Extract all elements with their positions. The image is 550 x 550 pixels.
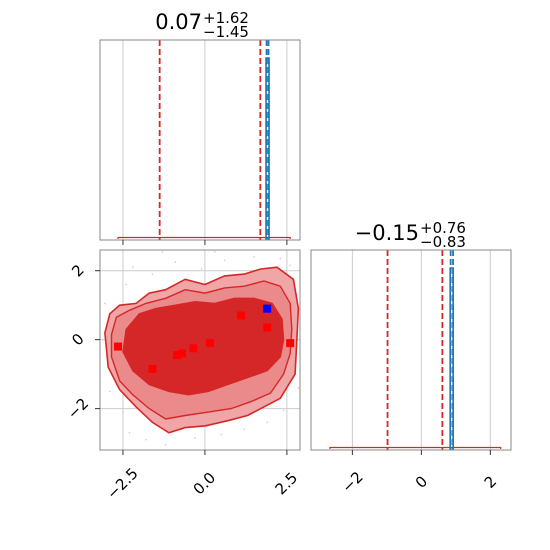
joint-y-tick-label: −2 [64, 394, 92, 422]
marginal-x-gridlines [122, 40, 288, 240]
marginal-y-posterior-hist [329, 446, 502, 449]
marginal-y-marks [329, 250, 502, 450]
marginal-x-posterior-hist [117, 236, 291, 239]
joint-panel: −2.5 0.0 2.5 −2 0 2 [64, 249, 302, 503]
joint-sample-point [145, 438, 147, 441]
joint-sample-point [282, 409, 285, 412]
joint-y-tick-label: 2 [68, 261, 87, 280]
joint-highlight-marker [263, 304, 272, 313]
joint-marker [263, 323, 272, 332]
joint-sample-point [151, 273, 154, 276]
marginal-x-title-lower: −1.45 [203, 23, 249, 41]
joint-y-tick-label: 0 [68, 330, 87, 349]
joint-marker [286, 339, 295, 348]
joint-sample-point [164, 443, 167, 446]
joint-sample-point [200, 268, 203, 270]
joint-marker [189, 344, 198, 353]
joint-sample-point [279, 257, 282, 260]
joint-x-tick-label: 2.5 [272, 469, 302, 499]
marginal-x-marks [117, 40, 291, 240]
marginal-y-tick-label: −2 [338, 468, 366, 496]
marginal-y-gridlines [351, 250, 491, 450]
joint-sample-point [108, 390, 111, 393]
joint-sample-point [213, 250, 216, 253]
joint-marker [177, 349, 186, 358]
joint-marker [173, 351, 182, 360]
joint-contour-inner [122, 297, 285, 396]
joint-sample-point [125, 283, 128, 286]
joint-marker [236, 311, 245, 320]
joint-sample-point [128, 431, 131, 434]
joint-sample-point [131, 266, 134, 269]
marginal-x-spike-hist [265, 57, 270, 240]
marginal-x-title-value: 0.07 [155, 10, 202, 34]
joint-sample-point [253, 255, 255, 258]
marginal-y-title-value: −0.15 [355, 221, 419, 245]
joint-x-tick-label: −2.5 [103, 464, 141, 502]
joint-sample-point [161, 250, 164, 253]
marginal-y-title-lower: −0.83 [420, 233, 466, 251]
joint-sample-point [223, 259, 226, 262]
joint-contours [104, 266, 300, 434]
marginal-y-ticks: −2 0 2 [338, 450, 500, 496]
marginal-y-title: −0.15 [355, 221, 419, 245]
marginal-x-ticks [122, 240, 288, 245]
marginal-x-panel: 0.07 +1.62 −1.45 [99, 9, 301, 245]
joint-sample-point [194, 437, 196, 439]
joint-sample-point [122, 411, 124, 413]
joint-sample-point [243, 428, 246, 431]
marginal-x-title: 0.07 [155, 10, 202, 34]
marginal-y-tick-label: 2 [481, 472, 500, 491]
joint-sample-point [220, 433, 223, 436]
joint-points [114, 304, 295, 373]
marginal-y-tick-label: 0 [412, 472, 431, 491]
joint-sample-point [104, 302, 106, 305]
joint-sample-point [174, 261, 177, 263]
joint-marker [205, 339, 214, 348]
marginal-y-title-upper: +0.76 [420, 219, 466, 237]
marginal-x-frame [99, 39, 301, 241]
marginal-y-spike-hist [449, 267, 454, 450]
joint-marker [148, 364, 157, 373]
joint-x-tick-label: 0.0 [190, 469, 220, 499]
joint-frame [99, 249, 301, 451]
joint-sample-point [297, 387, 300, 389]
joint-marker [114, 342, 123, 351]
marginal-y-frame [310, 249, 512, 451]
joint-sample-point [266, 421, 269, 424]
marginal-x-title-upper: +1.62 [203, 9, 249, 27]
joint-sample-point [289, 264, 292, 267]
marginal-y-panel: −0.15 +0.76 −0.83 −2 0 2 [310, 219, 512, 496]
